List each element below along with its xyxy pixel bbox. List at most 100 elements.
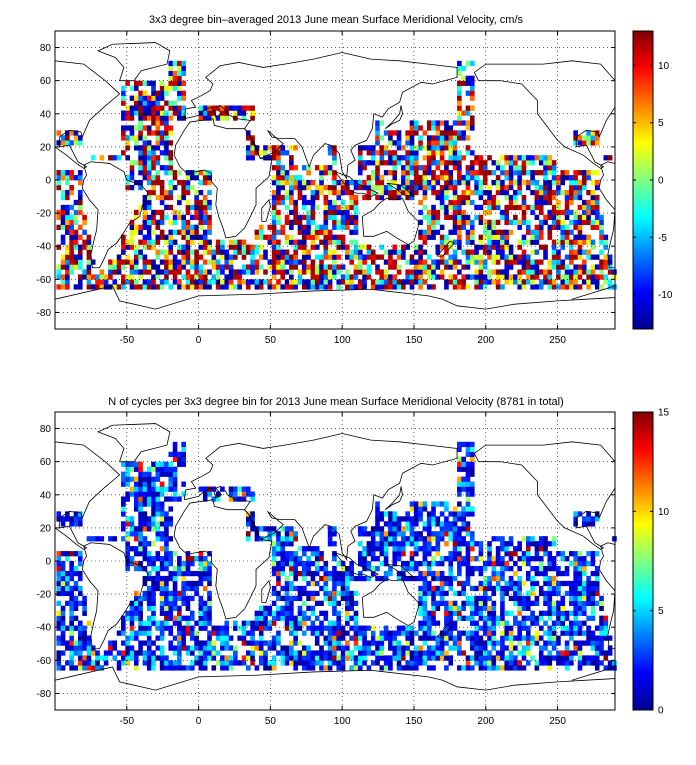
bin-cell — [396, 516, 402, 522]
bin-cell — [586, 239, 591, 245]
bin-cell — [241, 115, 247, 121]
bin-cell — [289, 541, 294, 547]
bin-cell — [594, 640, 600, 646]
bin-cell — [392, 244, 398, 250]
bin-cell — [276, 259, 281, 265]
bin-cell — [375, 506, 380, 512]
bin-cell — [564, 590, 570, 597]
bin-cell — [396, 279, 402, 285]
bin-cell — [418, 244, 423, 250]
bin-cell — [155, 234, 161, 240]
bin-cell — [392, 645, 398, 651]
bin-cell — [306, 665, 311, 671]
bin-cell — [577, 625, 583, 631]
bin-cell — [379, 551, 385, 557]
bin-cell — [185, 650, 191, 656]
bin-cell — [388, 516, 393, 522]
bin-cell — [465, 239, 471, 245]
bin-cell — [590, 269, 596, 275]
bin-cell — [332, 204, 337, 211]
bin-cell — [448, 561, 454, 567]
bin-cell — [547, 194, 553, 201]
bin-cell — [263, 536, 268, 542]
bin-cell — [177, 110, 182, 116]
bin-cell — [353, 249, 359, 255]
bin-cell — [413, 244, 419, 250]
bin-cell — [323, 199, 329, 206]
bin-cell — [534, 229, 540, 235]
bin-cell — [586, 130, 591, 136]
bin-cell — [280, 585, 286, 592]
bin-cell — [418, 605, 423, 611]
bin-cell — [194, 590, 199, 597]
bin-cell — [370, 570, 376, 577]
bin-cell — [465, 451, 471, 457]
bin-cell — [500, 229, 505, 235]
bin-cell — [569, 194, 574, 201]
bin-cell — [577, 254, 583, 260]
bin-cell — [237, 249, 242, 255]
bin-cell — [482, 284, 488, 290]
bin-cell — [293, 551, 298, 557]
bin-cell — [323, 640, 329, 646]
bin-cell — [82, 630, 87, 636]
bin-cell — [211, 274, 217, 280]
bin-cell — [422, 570, 428, 577]
bin-cell — [138, 254, 143, 260]
bin-cell — [431, 665, 436, 671]
bin-cell — [500, 274, 505, 280]
bin-cell — [125, 274, 130, 280]
bin-cell — [245, 491, 251, 497]
bin-cell — [375, 125, 380, 131]
bin-cell — [577, 600, 583, 606]
bin-cell — [508, 640, 514, 646]
bin-cell — [77, 140, 83, 146]
bin-cell — [164, 145, 169, 151]
bin-cell — [573, 254, 578, 260]
bin-cell — [177, 660, 182, 666]
bin-cell — [594, 585, 600, 592]
bin-cell — [185, 665, 191, 671]
bin-cell — [543, 565, 548, 572]
bin-cell — [276, 640, 281, 646]
bin-cell — [211, 496, 217, 502]
bin-cell — [504, 546, 510, 552]
bin-cell — [340, 645, 346, 651]
bin-cell — [431, 274, 436, 280]
bin-cell — [155, 645, 161, 651]
bin-cell — [276, 615, 281, 621]
bin-cell — [164, 194, 169, 201]
bin-cell — [77, 244, 83, 250]
bin-cell — [172, 100, 178, 106]
bin-cell — [353, 620, 359, 626]
bin-cell — [448, 610, 454, 616]
bin-cell — [504, 155, 510, 161]
bin-cell — [508, 660, 514, 666]
bin-cell — [439, 130, 445, 136]
bin-cell — [551, 264, 557, 270]
bin-cell — [564, 615, 570, 621]
bin-cell — [56, 140, 62, 146]
bin-cell — [60, 570, 66, 577]
bin-cell — [388, 511, 393, 517]
bin-cell — [245, 630, 251, 636]
bin-cell — [396, 284, 402, 290]
bin-cell — [375, 501, 380, 507]
bin-cell — [82, 665, 87, 671]
bin-cell — [530, 170, 535, 176]
bin-cell — [426, 180, 432, 186]
bin-cell — [409, 180, 415, 186]
bin-cell — [508, 219, 514, 225]
bin-cell — [271, 204, 277, 211]
bin-cell — [142, 630, 148, 636]
bin-cell — [478, 189, 484, 196]
bin-cell — [306, 214, 311, 221]
bin-cell — [560, 615, 566, 621]
bin-cell — [577, 556, 583, 562]
bin-cell — [284, 610, 290, 616]
bin-cell — [409, 279, 415, 285]
bin-cell — [551, 175, 557, 181]
bin-cell — [189, 635, 195, 641]
bin-cell — [435, 274, 441, 280]
